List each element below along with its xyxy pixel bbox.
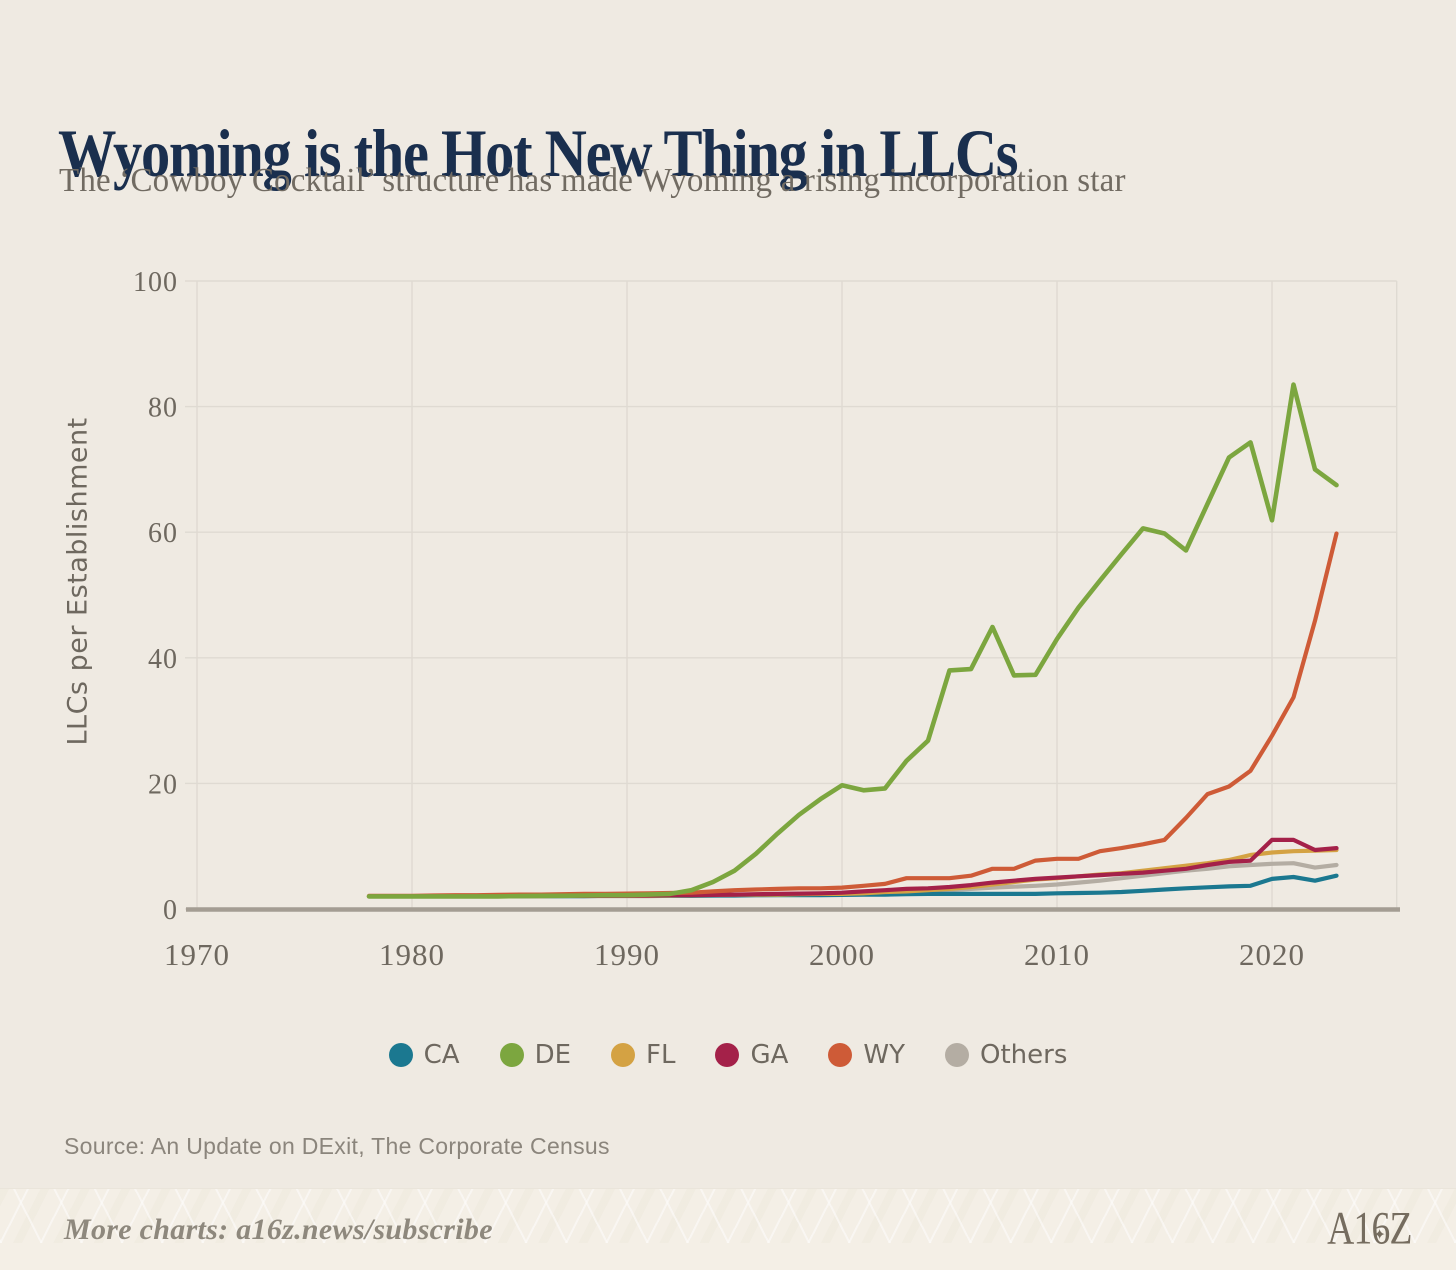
legend-dot-icon — [828, 1043, 853, 1067]
legend-item-GA: GA — [715, 1040, 788, 1070]
y-axis-label: LLCs per Establishment — [62, 417, 94, 746]
svg-text:1990: 1990 — [594, 937, 660, 972]
svg-text:1970: 1970 — [164, 937, 230, 972]
legend-label: FL — [646, 1040, 676, 1070]
legend-label: WY — [863, 1040, 905, 1070]
gridlines — [185, 280, 1400, 912]
page-title: Wyoming is the Hot New Thing in LLCs — [58, 114, 1019, 191]
svg-text:2020: 2020 — [1239, 937, 1305, 972]
svg-text:40: 40 — [148, 644, 178, 675]
legend-dot-icon — [388, 1043, 413, 1067]
legend-item-FL: FL — [611, 1040, 675, 1070]
svg-text:80: 80 — [148, 393, 178, 424]
axis-tick-labels: 0 20 40 60 80 100 1970 1980 1990 2000 2010 2020 — [133, 267, 1305, 972]
more-charts-link[interactable]: More charts: a16z.news/subscribe — [64, 1212, 493, 1246]
svg-text:0: 0 — [163, 895, 178, 926]
svg-text:60: 60 — [148, 518, 178, 549]
legend-dot-icon — [945, 1043, 969, 1067]
svg-text:20: 20 — [148, 769, 178, 800]
legend-label: Others — [980, 1040, 1068, 1070]
a16z-logo: A16Z ✦ — [1306, 1205, 1412, 1252]
legend-label: DE — [534, 1040, 572, 1070]
svg-text:2000: 2000 — [809, 937, 875, 972]
svg-text:1980: 1980 — [379, 937, 445, 972]
series-line-DE — [366, 382, 1339, 899]
series-line-WY — [366, 531, 1339, 898]
series-lines — [366, 382, 1339, 899]
legend-item-WY: WY — [828, 1040, 905, 1070]
source-note: Source: An Update on DExit, The Corporat… — [64, 1133, 610, 1159]
legend-dot-icon — [611, 1043, 636, 1067]
svg-text:100: 100 — [133, 267, 178, 298]
chart-legend: CA DE FL GA WY Others — [0, 1040, 1456, 1070]
a16z-logo-text: A16Z — [1327, 1202, 1412, 1255]
footer-bar: More charts: a16z.news/subscribe A16Z ✦ — [0, 1188, 1456, 1270]
legend-dot-icon — [499, 1043, 524, 1067]
legend-label: GA — [750, 1040, 789, 1070]
legend-dot-icon — [715, 1043, 740, 1067]
compass-star-icon: ✦ — [1373, 1227, 1386, 1244]
legend-item-Others: Others — [945, 1040, 1067, 1070]
legend-label: CA — [423, 1040, 460, 1070]
legend-item-CA: CA — [388, 1040, 460, 1070]
page-subtitle: The ‘Cowboy Cocktail’ structure has made… — [59, 162, 1126, 199]
svg-text:2010: 2010 — [1024, 937, 1090, 972]
legend-item-DE: DE — [499, 1040, 572, 1070]
